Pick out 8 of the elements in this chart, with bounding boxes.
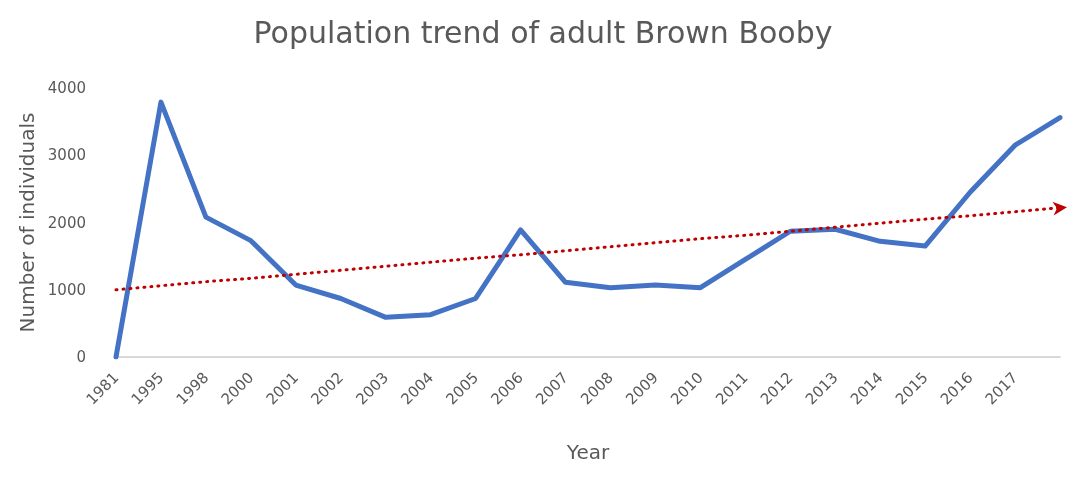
chart-title: Population trend of adult Brown Booby (253, 14, 833, 50)
y-tick-label: 3000 (47, 146, 86, 165)
y-tick-label: 1000 (47, 280, 86, 299)
x-axis-title: Year (565, 440, 610, 464)
y-axis-title: Number of individuals (14, 112, 39, 333)
y-tick-label: 4000 (47, 79, 86, 97)
y-tick-label: 0 (76, 348, 86, 366)
y-tick-label: 2000 (47, 213, 86, 232)
